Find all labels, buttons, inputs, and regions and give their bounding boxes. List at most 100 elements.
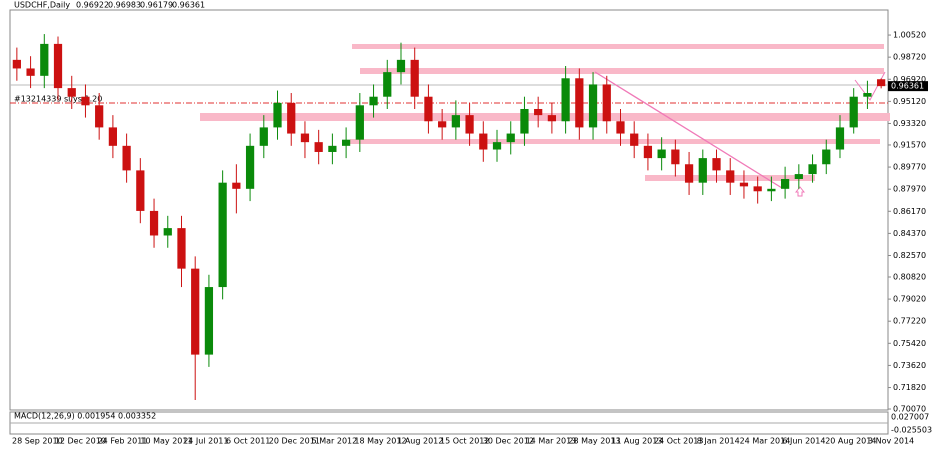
candle-body — [671, 149, 680, 165]
header-open: 0.96922 — [76, 1, 109, 10]
candle-body — [520, 108, 529, 134]
candle-body — [396, 59, 406, 73]
x-tick-label: 15 Oct 2012 — [440, 437, 489, 446]
candle-body — [12, 59, 21, 69]
candle-body — [822, 149, 831, 165]
x-tick-label: 24 Oct 2013 — [654, 437, 703, 446]
candle-body — [575, 78, 584, 128]
candle-body — [369, 96, 378, 106]
x-tick-label: 14 Mar 2013 — [526, 437, 577, 446]
price-box — [888, 81, 928, 92]
candle-body — [40, 43, 49, 76]
x-tick-label: 5 Mar 2012 — [312, 437, 358, 446]
candle-body — [355, 105, 364, 140]
macd-tick-label: 0.027007 — [891, 413, 929, 422]
y-tick-label: 1.00520 — [893, 31, 926, 40]
candle-body — [300, 133, 310, 143]
header-high: 0.96983 — [108, 1, 141, 10]
y-tick-label: 0.87970 — [893, 185, 926, 194]
price-box-label: 0.96361 — [891, 82, 924, 91]
y-tick-label: 0.82570 — [893, 251, 926, 260]
arrow — [794, 186, 806, 197]
y-tick-label: 0.89770 — [893, 163, 926, 172]
x-tick-label: 24 Mar 2014 — [740, 437, 791, 446]
candle-body — [314, 142, 323, 152]
candle-body — [95, 105, 104, 128]
zone — [360, 68, 884, 74]
y-tick-label: 0.93320 — [893, 119, 926, 128]
x-tick-label: 1 Aug 2012 — [397, 437, 443, 446]
candle-body — [232, 182, 241, 189]
y-tick-label: 0.75420 — [893, 339, 926, 348]
x-tick-label: 10 May 2011 — [140, 437, 192, 446]
x-tick-label: 18 May 2012 — [354, 437, 406, 446]
zone — [200, 113, 890, 121]
candle-body — [108, 127, 118, 146]
candle-body — [547, 115, 557, 122]
candle-body — [835, 127, 845, 150]
candle-body — [191, 268, 200, 355]
drawings — [10, 44, 890, 424]
candle-body — [410, 59, 419, 97]
candle-body — [328, 145, 337, 152]
candle-body — [287, 102, 296, 134]
header-close: 0.96361 — [172, 1, 205, 10]
y-tick-label: 0.71820 — [893, 383, 926, 392]
candle-body — [698, 158, 707, 183]
x-tick-label: 6 Oct 2011 — [226, 437, 270, 446]
y-tick-label: 0.70070 — [893, 405, 926, 414]
y-tick-label: 0.79020 — [893, 295, 926, 304]
candle-body — [149, 210, 159, 236]
candle-body — [451, 115, 460, 128]
y-tick-label: 0.80820 — [893, 272, 926, 281]
candle-body — [204, 287, 214, 355]
x-tick-label: 28 Sep 2010 — [12, 437, 63, 446]
candle-body — [492, 142, 502, 150]
candle-body — [808, 164, 817, 175]
x-tick-label: 8 Jan 2014 — [697, 437, 740, 446]
y-tick-label: 0.98720 — [893, 53, 926, 62]
candle-body — [712, 158, 721, 171]
candle-body — [877, 79, 886, 87]
candle-body — [26, 68, 35, 76]
candle-body — [643, 145, 653, 159]
y-tick-label: 0.86170 — [893, 207, 926, 216]
candle-body — [588, 84, 598, 128]
candle-body — [849, 96, 858, 128]
candle-body — [753, 186, 762, 192]
x-tick-label: 30 Dec 2012 — [483, 437, 534, 446]
y-tick-label: 0.95120 — [893, 97, 926, 106]
y-tick-label: 0.96920 — [893, 75, 926, 84]
candle-body — [424, 96, 433, 122]
candle-body — [726, 170, 735, 183]
header-symbol: USDCHF,Daily — [14, 1, 70, 10]
x-tick-label: 28 May 2013 — [568, 437, 620, 446]
candle-body — [534, 108, 543, 116]
candle-body — [602, 84, 611, 122]
trend-line — [594, 71, 783, 189]
candle-body — [67, 88, 76, 97]
candle-body — [479, 133, 488, 150]
candle-body — [767, 188, 776, 192]
candle-body — [438, 121, 447, 128]
candle-body — [739, 182, 749, 187]
candle-body — [259, 127, 268, 146]
candle-body — [794, 174, 803, 179]
x-tick-label: 3 Nov 2014 — [868, 437, 914, 446]
candle-body — [630, 133, 639, 146]
y-tick-label: 0.84370 — [893, 229, 926, 238]
candle-body — [506, 133, 515, 143]
zone — [350, 139, 880, 144]
candle-body — [273, 102, 282, 128]
x-tick-label: 6 Jun 2014 — [782, 437, 825, 446]
candle-body — [561, 78, 570, 122]
candle-body — [81, 96, 90, 106]
candle-body — [383, 72, 392, 97]
macd-title: MACD(12,26,9) 0.001954 0.003352 — [14, 412, 156, 421]
candle-body — [863, 93, 872, 97]
candle-body — [684, 164, 694, 183]
candle-body — [657, 149, 666, 159]
candle-body — [465, 115, 474, 134]
candle-body — [780, 178, 790, 189]
